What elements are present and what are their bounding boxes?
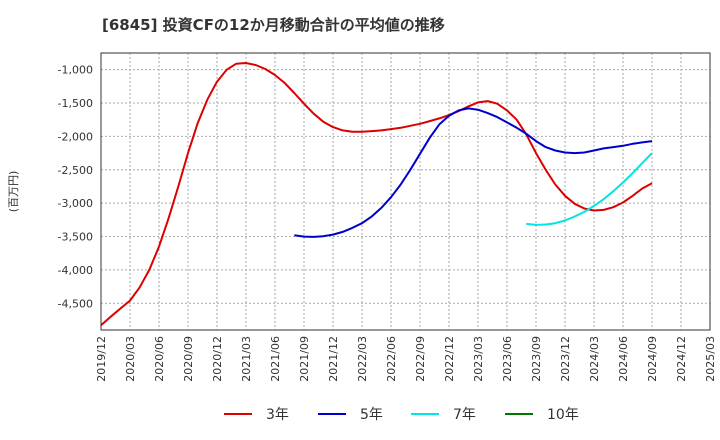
legend-label: 7年	[453, 407, 476, 423]
legend-label: 5年	[360, 407, 383, 423]
x-tick-label: 2020/03	[124, 336, 137, 382]
series-line-5年	[294, 107, 653, 238]
x-tick-label: 2024/09	[646, 336, 659, 382]
x-tick-label: 2021/12	[327, 336, 340, 382]
chart-title: [6845] 投資CFの12か月移動合計の平均値の推移	[102, 16, 445, 34]
x-tick-label: 2025/03	[704, 336, 717, 382]
legend: 3年 5年 7年 10年	[224, 407, 579, 423]
x-tick-label: 2019/12	[95, 336, 108, 382]
y-tick-label: -3,000	[58, 197, 93, 210]
x-tick-label: 2020/06	[153, 336, 166, 382]
y-tick-label: -2,000	[58, 130, 93, 143]
plot-frame	[100, 52, 711, 331]
y-axis-ticks: -1,000 -1,500 -2,000 -2,500 -3,000 -3,500 -4,0…	[58, 64, 93, 311]
x-tick-label: 2022/06	[385, 336, 398, 382]
series-line-7年	[526, 152, 653, 226]
y-tick-label: -4,500	[58, 297, 93, 310]
x-tick-label: 2024/03	[588, 336, 601, 382]
x-tick-label: 2023/09	[530, 336, 543, 382]
y-tick-label: -1,500	[58, 97, 93, 110]
legend-label: 3年	[266, 407, 289, 423]
legend-label: 10年	[547, 407, 579, 423]
y-tick-label: -4,000	[58, 264, 93, 277]
x-tick-label: 2023/06	[501, 336, 514, 382]
x-tick-label: 2021/03	[240, 336, 253, 382]
x-tick-label: 2024/06	[617, 336, 630, 382]
y-tick-label: -1,000	[58, 64, 93, 77]
series-line-3年	[100, 62, 653, 327]
series-layer	[100, 62, 653, 327]
x-tick-label: 2020/12	[211, 336, 224, 382]
x-tick-label: 2020/09	[182, 336, 195, 382]
x-tick-label: 2024/12	[675, 336, 688, 382]
y-tick-label: -2,500	[58, 164, 93, 177]
x-tick-label: 2022/12	[443, 336, 456, 382]
y-tick-label: -3,500	[58, 231, 93, 244]
x-tick-label: 2021/09	[298, 336, 311, 382]
y-axis-label: (百万円)	[7, 171, 20, 213]
x-axis-ticks: 2019/12 2020/03 2020/06 2020/09 2020/12 2021/…	[95, 336, 717, 382]
x-tick-label: 2023/03	[472, 336, 485, 382]
x-tick-label: 2023/12	[559, 336, 572, 382]
x-tick-label: 2022/09	[414, 336, 427, 382]
x-tick-label: 2021/06	[269, 336, 282, 382]
grid-layer	[100, 53, 711, 330]
x-tick-label: 2022/03	[356, 336, 369, 382]
